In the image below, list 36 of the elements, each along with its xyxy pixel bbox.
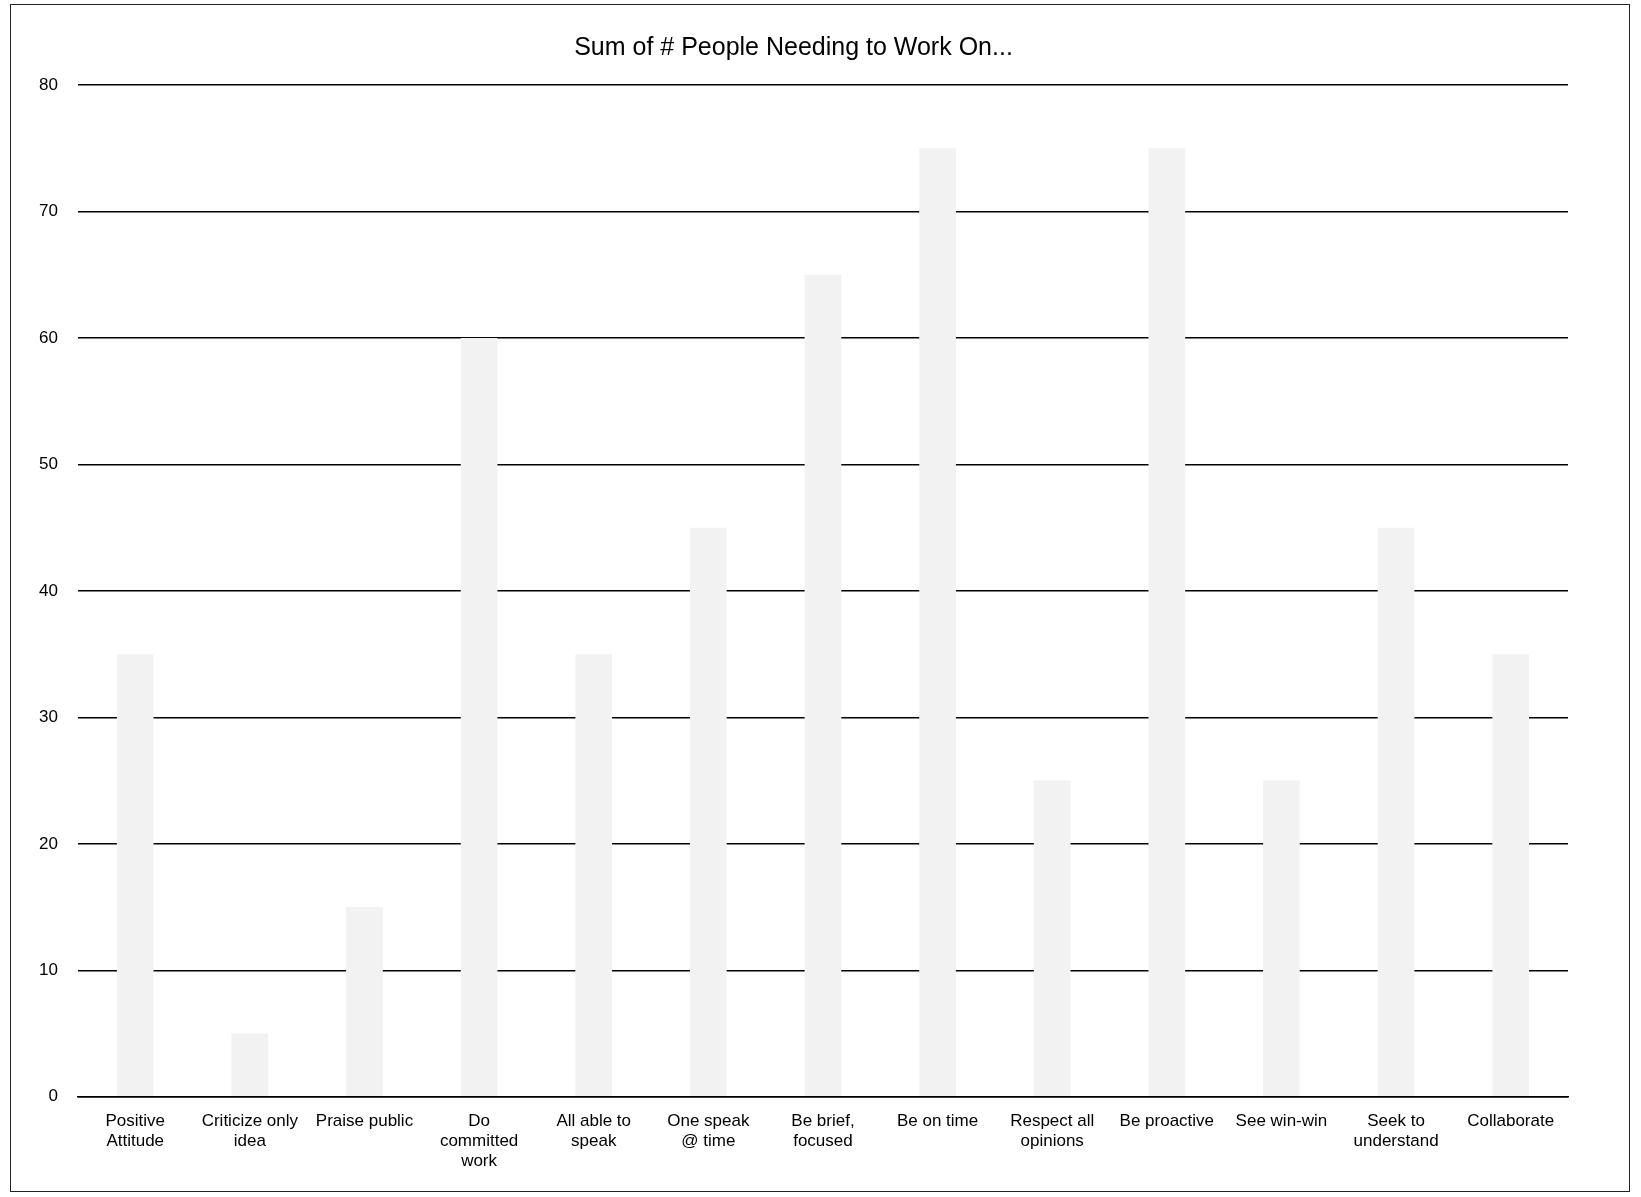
- y-tick-label: 70: [38, 201, 58, 221]
- x-tick-label: Respect all opinions: [1010, 1110, 1095, 1151]
- bar: [1263, 780, 1300, 1097]
- bar: [919, 148, 956, 1097]
- y-tick-label: 20: [38, 833, 58, 853]
- bar: [689, 527, 727, 1097]
- bar: [116, 654, 154, 1097]
- x-tick-label: Collaborate: [1467, 1110, 1555, 1130]
- bar: [1033, 780, 1071, 1097]
- x-tick-label: See win-win: [1235, 1110, 1328, 1130]
- x-tick-label: Criticize only idea: [201, 1110, 299, 1151]
- bar: [460, 337, 498, 1097]
- y-tick-label: 50: [38, 454, 58, 474]
- x-tick-label: All able to speak: [556, 1110, 632, 1151]
- bar: [231, 1033, 269, 1097]
- y-tick-label: 60: [38, 327, 58, 347]
- x-tick-label: Seek to understand: [1353, 1110, 1439, 1151]
- y-tick-label: 40: [38, 580, 58, 600]
- bar: [346, 907, 383, 1097]
- bar: [1148, 148, 1186, 1097]
- y-tick-label: 0: [48, 1086, 58, 1106]
- chart-title: Sum of # People Needing to Work On...: [574, 31, 1013, 60]
- x-tick-label: Be brief, focused: [791, 1110, 855, 1151]
- x-tick-label: Do committed work: [439, 1110, 519, 1171]
- x-tick-label: Positive Attitude: [105, 1110, 165, 1151]
- x-tick-label: One speak @ time: [667, 1110, 750, 1151]
- x-tick-label: Praise public: [315, 1110, 414, 1130]
- x-tick-label: Be on time: [896, 1110, 979, 1130]
- y-tick-label: 30: [38, 707, 58, 727]
- x-tick-label: Be proactive: [1119, 1110, 1215, 1130]
- y-tick-label: 10: [38, 960, 58, 980]
- y-tick-label: 80: [38, 74, 58, 94]
- bar: [1377, 527, 1415, 1097]
- bar: [804, 274, 842, 1097]
- bar: [1492, 654, 1530, 1097]
- bar: [575, 654, 613, 1097]
